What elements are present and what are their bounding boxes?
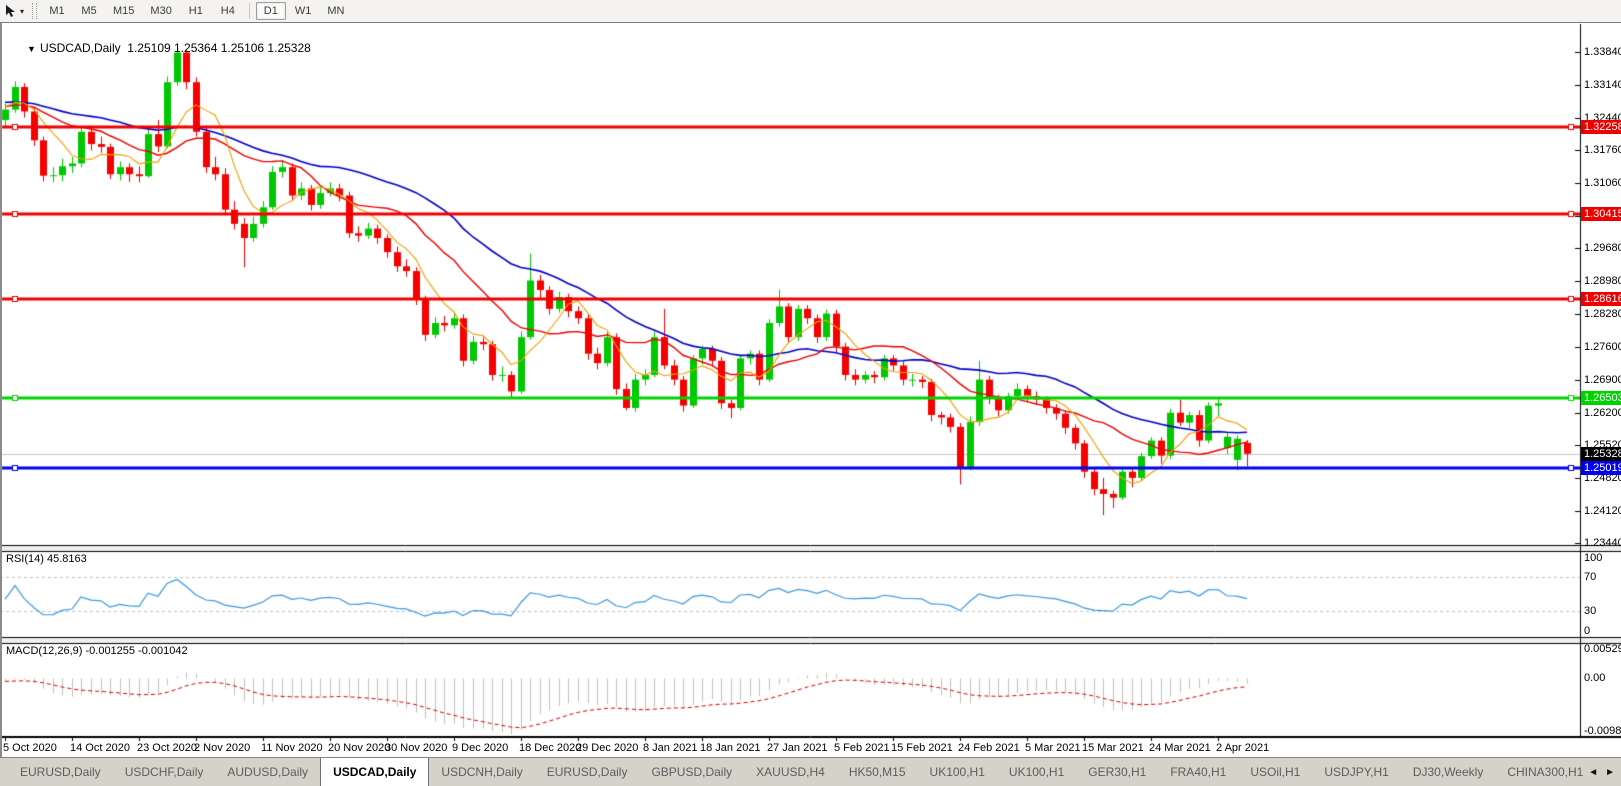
timeframe-button-d1[interactable]: D1 [255, 2, 286, 20]
chevron-down-icon[interactable]: ▾ [20, 6, 25, 16]
chart-canvas[interactable] [0, 23, 1621, 757]
timeframe-button-m1[interactable]: M1 [49, 5, 65, 17]
hline-price-tag[interactable]: 1.26503 [1581, 391, 1621, 405]
cursor-tool-button[interactable]: ▾ [0, 0, 30, 22]
tab-gbpusd-daily[interactable]: GBPUSD,Daily [651, 765, 733, 779]
tab-audusd-daily[interactable]: AUDUSD,Daily [227, 765, 309, 779]
tab-ger30-h1[interactable]: GER30,H1 [1088, 765, 1147, 779]
timeframe-button-mn[interactable]: MN [327, 5, 345, 17]
tab-uk100-h1[interactable]: UK100,H1 [1008, 765, 1065, 779]
tab-usoil-h1[interactable]: USOil,H1 [1250, 765, 1301, 779]
current-price-tag: 1.25328 [1581, 447, 1621, 461]
timeframe-button-h1[interactable]: H1 [188, 5, 203, 17]
hline-price-tag[interactable]: 1.25019 [1581, 461, 1621, 475]
toolbar-grip [32, 3, 38, 19]
tab-usdchf-daily[interactable]: USDCHF,Daily [124, 765, 204, 779]
tab-xauusd-h4[interactable]: XAUUSD,H4 [756, 765, 825, 779]
tab-usdjpy-h1[interactable]: USDJPY,H1 [1324, 765, 1389, 779]
timeframe-button-m5[interactable]: M5 [81, 5, 97, 17]
hline-price-tag[interactable]: 1.30415 [1581, 207, 1621, 221]
tab-eurusd-daily[interactable]: EURUSD,Daily [546, 765, 628, 779]
tab-fra40-h1[interactable]: FRA40,H1 [1170, 765, 1227, 779]
tab-hk50-m15[interactable]: HK50,M15 [848, 765, 906, 779]
toolbar: ▾ M1 M5 M15 M30 H1 H4 D1 W1 MN [0, 0, 1621, 23]
timeframe-button-m15[interactable]: M15 [113, 5, 135, 17]
timeframe-button-w1[interactable]: W1 [294, 5, 312, 17]
hline-price-tag[interactable]: 1.32258 [1581, 120, 1621, 134]
tab-scroll-right-icon[interactable]: ► [1605, 766, 1615, 778]
toolbar-separator [248, 3, 250, 19]
timeframe-button-m30[interactable]: M30 [150, 5, 172, 17]
tab-usdcad-daily[interactable]: USDCAD,Daily [320, 758, 430, 786]
timeframe-button-h4[interactable]: H4 [220, 5, 235, 17]
tab-dj30-weekly[interactable]: DJ30,Weekly [1412, 765, 1484, 779]
window-left-border [0, 23, 2, 786]
tab-eurusd-daily[interactable]: EURUSD,Daily [20, 765, 101, 779]
chart-window: ▼ USDCAD,Daily 1.25109 1.25364 1.25106 1.… [0, 23, 1621, 757]
tab-uk100-h1[interactable]: UK100,H1 [929, 765, 985, 779]
tab-china300-h1[interactable]: CHINA300,H1 [1507, 765, 1584, 779]
tab-usdcnh-daily[interactable]: USDCNH,Daily [441, 765, 523, 779]
hline-price-tag[interactable]: 1.28616 [1581, 292, 1621, 306]
tab-scroll-left-icon[interactable]: ◄ [1588, 766, 1599, 778]
chart-tab-bar: EURUSD,Daily USDCHF,Daily AUDUSD,Daily USDC… [0, 757, 1621, 786]
cursor-icon [4, 4, 18, 19]
